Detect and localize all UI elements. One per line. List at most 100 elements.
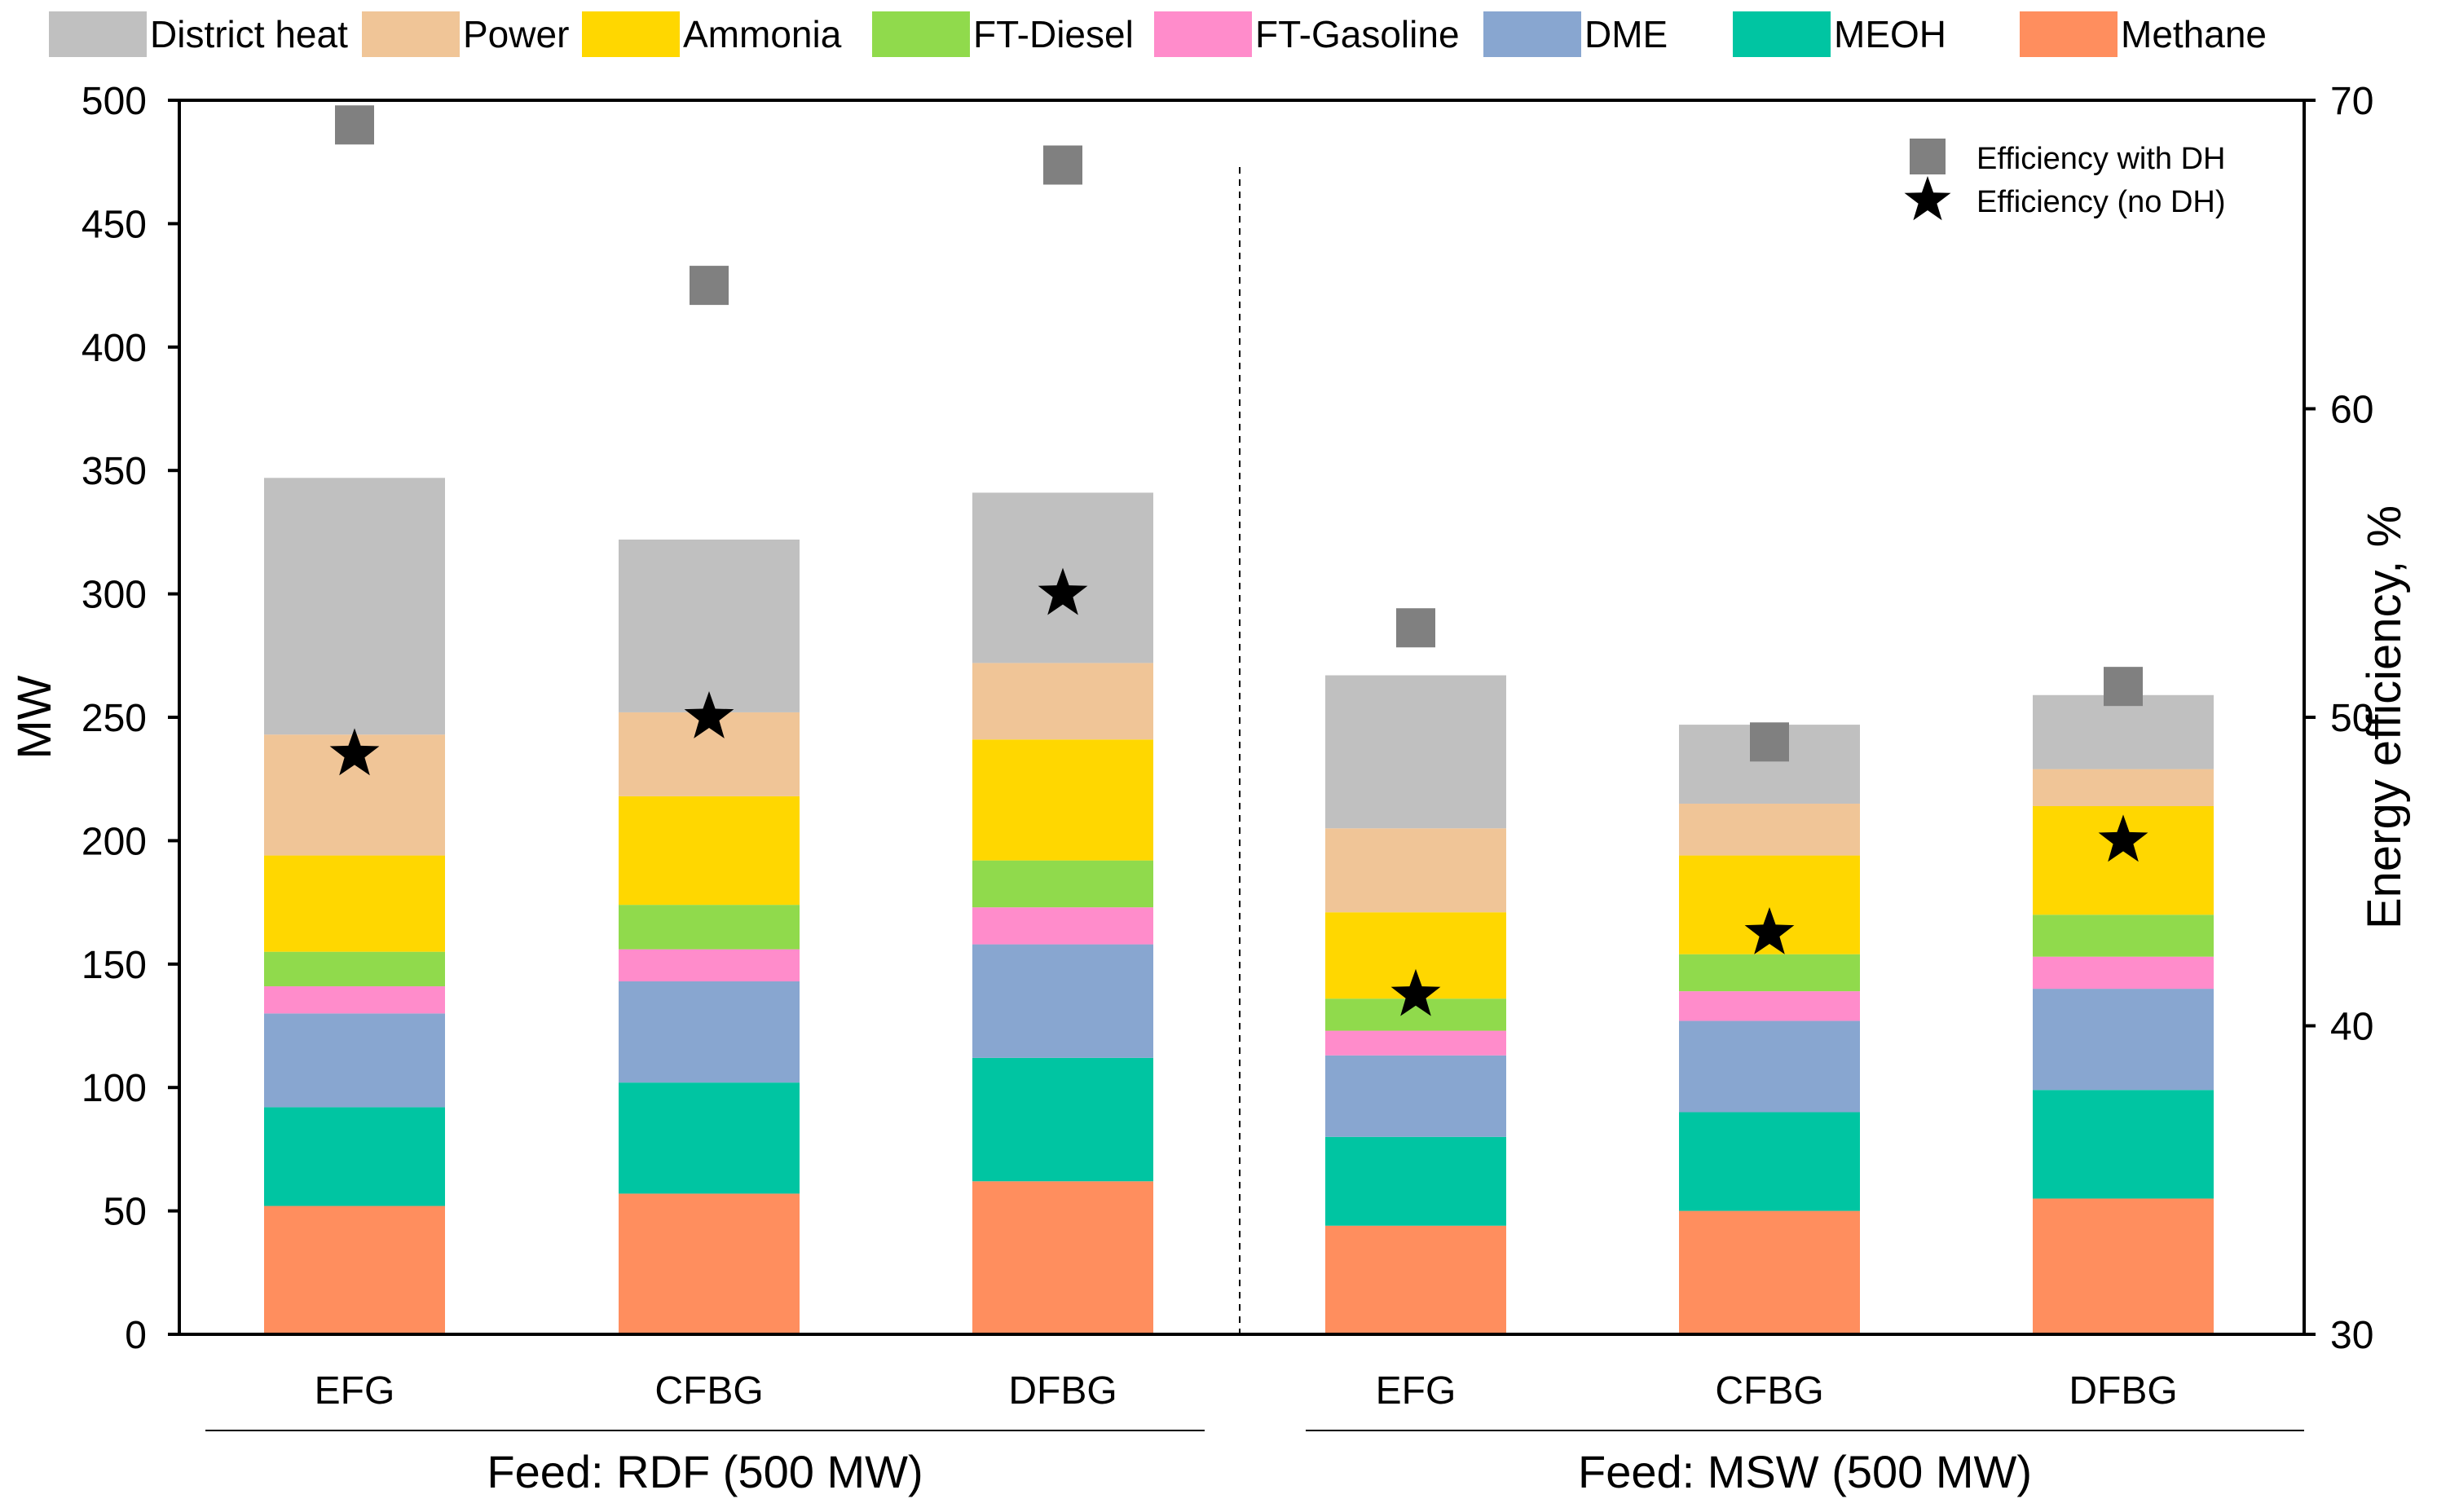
- bar-segment-methane-2: [972, 1181, 1153, 1334]
- x-tick-label: EFG: [315, 1369, 395, 1413]
- bar-segment-power-2: [972, 663, 1153, 740]
- bar-segment-meoh-4: [1679, 1112, 1860, 1211]
- bar-segment-dme-2: [972, 944, 1153, 1058]
- legend-label-ammonia: Ammonia: [683, 13, 842, 55]
- legend-swatch-dme: [1483, 11, 1581, 57]
- marker-efficiency-no-dh-2: [1038, 567, 1088, 615]
- y-axis-title: MW: [8, 675, 61, 759]
- y-tick-label: 50: [104, 1191, 147, 1234]
- x-tick-label: CFBG: [1715, 1369, 1823, 1413]
- legend-swatch-district-heat: [49, 11, 147, 57]
- bar-segment-district-heat-1: [619, 539, 800, 712]
- bar-segment-ft-gasoline-1: [619, 949, 800, 981]
- legend-swatch-power: [362, 11, 460, 57]
- bar-segment-meoh-2: [972, 1057, 1153, 1182]
- bar-segment-methane-1: [619, 1193, 800, 1334]
- x-tick-label: EFG: [1376, 1369, 1456, 1413]
- bar-segment-district-heat-0: [264, 478, 445, 735]
- y-tick-label: 350: [82, 450, 147, 493]
- x-tick-label: DFBG: [1008, 1369, 1117, 1413]
- bar-segment-ft-gasoline-0: [264, 986, 445, 1014]
- bar-segment-ft-diesel-5: [2033, 915, 2214, 957]
- bar-segment-dme-1: [619, 981, 800, 1083]
- marker-efficiency-with-dh-1: [690, 266, 729, 306]
- bar-segment-ammonia-1: [619, 796, 800, 906]
- marker-efficiency-with-dh-0: [335, 105, 374, 145]
- bar-segment-ft-gasoline-2: [972, 907, 1153, 945]
- plot-frame: [178, 99, 2306, 1336]
- bar-segment-methane-3: [1325, 1225, 1506, 1334]
- y2-tick-label: 60: [2330, 389, 2373, 432]
- bar-segment-ammonia-0: [264, 855, 445, 952]
- bar-segment-ft-diesel-1: [619, 905, 800, 950]
- bar-segment-ft-gasoline-4: [1679, 991, 1860, 1021]
- y2-tick-label: 50: [2330, 697, 2373, 740]
- legend-swatch-methane: [2020, 11, 2118, 57]
- bar-segment-meoh-0: [264, 1107, 445, 1206]
- legend-label-district-heat: District heat: [150, 13, 348, 55]
- x-tick-label: CFBG: [654, 1369, 763, 1413]
- group-label: Feed: RDF (500 MW): [487, 1446, 923, 1497]
- y2-tick-label: 30: [2330, 1314, 2373, 1357]
- y-tick-label: 100: [82, 1067, 147, 1110]
- legend-swatch-meoh: [1733, 11, 1831, 57]
- legend-label-meoh: MEOH: [1834, 13, 1946, 55]
- marker-efficiency-no-dh-0: [329, 728, 380, 776]
- marker-efficiency-with-dh-3: [1396, 608, 1435, 648]
- legend-label-efficiency-with-dh: Efficiency with DH: [1976, 142, 2226, 176]
- marker-efficiency-with-dh-5: [2104, 667, 2143, 707]
- legend-swatch-ft-gasoline: [1154, 11, 1252, 57]
- marker-efficiency-no-dh-5: [2098, 814, 2148, 862]
- legend-label-ft-diesel: FT-Diesel: [973, 13, 1134, 55]
- bar-segment-meoh-1: [619, 1082, 800, 1194]
- marker-efficiency-no-dh-4: [1744, 907, 1795, 954]
- bar-segment-district-heat-3: [1325, 675, 1506, 829]
- bar-segment-power-4: [1679, 803, 1860, 856]
- legend-swatch-ammonia: [582, 11, 680, 57]
- legend-label-power: Power: [463, 13, 569, 55]
- bar-segment-district-heat-5: [2033, 694, 2214, 769]
- bar-segment-ft-gasoline-5: [2033, 956, 2214, 990]
- bar-segment-ft-diesel-0: [264, 951, 445, 987]
- legend-label-efficiency-no-dh: Efficiency (no DH): [1976, 185, 2226, 219]
- y2-tick-label: 40: [2330, 1006, 2373, 1049]
- bar-segment-dme-3: [1325, 1055, 1506, 1137]
- bar-segment-dme-5: [2033, 989, 2214, 1091]
- y-tick-label: 0: [125, 1314, 147, 1357]
- y-tick-label: 150: [82, 944, 147, 987]
- bar-segment-ft-diesel-4: [1679, 954, 1860, 992]
- marker-efficiency-no-dh-1: [684, 691, 734, 738]
- bar-segment-dme-0: [264, 1013, 445, 1108]
- bar-segment-power-3: [1325, 828, 1506, 913]
- bar-segment-methane-4: [1679, 1210, 1860, 1334]
- y-tick-label: 300: [82, 574, 147, 617]
- bar-segment-ft-gasoline-3: [1325, 1030, 1506, 1056]
- group-label: Feed: MSW (500 MW): [1578, 1446, 2032, 1497]
- x-tick-label: DFBG: [2069, 1369, 2177, 1413]
- marker-efficiency-with-dh-2: [1043, 145, 1082, 185]
- legend-swatch-efficiency-with-dh: [1910, 139, 1946, 174]
- bar-segment-methane-5: [2033, 1198, 2214, 1334]
- marker-efficiency-no-dh-3: [1390, 968, 1441, 1016]
- bar-segment-dme-4: [1679, 1020, 1860, 1113]
- legend-label-dme: DME: [1584, 13, 1668, 55]
- bar-segment-ft-diesel-2: [972, 860, 1153, 908]
- bar-segment-power-5: [2033, 769, 2214, 807]
- legend-swatch-ft-diesel: [872, 11, 970, 57]
- y-tick-label: 450: [82, 203, 147, 246]
- y2-axis-title: Energy efficiency, %: [2358, 505, 2411, 929]
- bar-segment-meoh-5: [2033, 1090, 2214, 1199]
- y-tick-label: 400: [82, 327, 147, 370]
- bar-segment-ammonia-2: [972, 739, 1153, 861]
- marker-efficiency-with-dh-4: [1750, 722, 1789, 762]
- bar-segment-methane-0: [264, 1206, 445, 1334]
- y-tick-label: 500: [82, 80, 147, 123]
- legend-label-methane: Methane: [2121, 13, 2267, 55]
- legend-label-ft-gasoline: FT-Gasoline: [1255, 13, 1460, 55]
- y-tick-label: 200: [82, 820, 147, 863]
- legend-swatch-efficiency-no-dh: [1904, 176, 1951, 221]
- bar-segment-meoh-3: [1325, 1136, 1506, 1226]
- y2-tick-label: 70: [2330, 80, 2373, 123]
